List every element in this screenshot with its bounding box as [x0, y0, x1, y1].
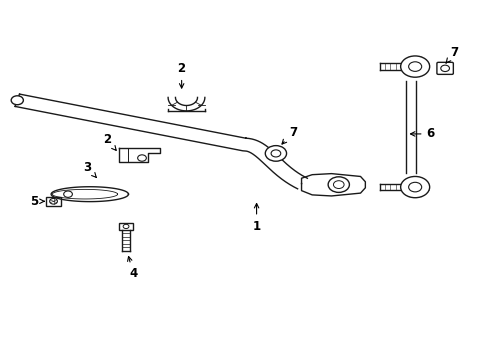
Text: 3: 3	[83, 161, 96, 177]
Text: 5: 5	[30, 195, 44, 208]
Circle shape	[63, 191, 72, 197]
Circle shape	[138, 155, 146, 161]
Text: 7: 7	[445, 46, 458, 63]
Text: 4: 4	[127, 257, 137, 280]
Circle shape	[327, 177, 349, 192]
Text: 6: 6	[409, 127, 434, 140]
Text: 1: 1	[252, 203, 260, 233]
Circle shape	[400, 176, 429, 198]
FancyBboxPatch shape	[119, 223, 133, 230]
Circle shape	[400, 56, 429, 77]
FancyBboxPatch shape	[46, 197, 61, 206]
Text: 7: 7	[282, 126, 296, 144]
Circle shape	[11, 96, 23, 105]
FancyBboxPatch shape	[436, 62, 452, 75]
Text: 2: 2	[177, 62, 185, 88]
Text: 2: 2	[102, 133, 116, 150]
Circle shape	[265, 145, 286, 161]
